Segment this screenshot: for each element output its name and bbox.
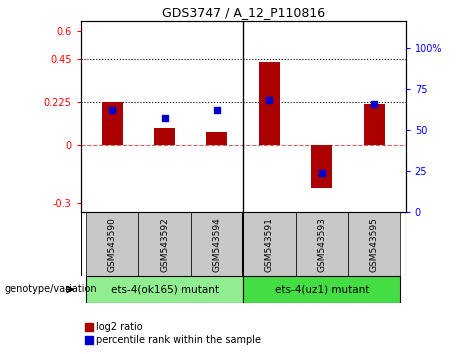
Text: GSM543593: GSM543593 <box>317 217 326 272</box>
Bar <box>243 276 401 303</box>
Legend: log2 ratio, percentile rank within the sample: log2 ratio, percentile rank within the s… <box>81 319 266 349</box>
Text: GSM543595: GSM543595 <box>370 217 379 272</box>
Point <box>161 116 168 121</box>
Text: GSM543592: GSM543592 <box>160 217 169 272</box>
Point <box>213 107 221 113</box>
Bar <box>154 128 175 145</box>
Point <box>108 107 116 113</box>
Point <box>371 101 378 107</box>
Bar <box>296 212 348 276</box>
Text: GSM543594: GSM543594 <box>213 217 221 272</box>
Text: GSM543591: GSM543591 <box>265 217 274 272</box>
Bar <box>138 212 191 276</box>
Text: GSM543590: GSM543590 <box>107 217 117 272</box>
Bar <box>259 62 280 145</box>
Text: ets-4(uz1) mutant: ets-4(uz1) mutant <box>275 284 369 295</box>
Point <box>266 97 273 103</box>
Bar <box>86 276 243 303</box>
Point <box>318 170 325 176</box>
Bar <box>243 212 296 276</box>
Text: genotype/variation: genotype/variation <box>5 284 97 295</box>
Title: GDS3747 / A_12_P110816: GDS3747 / A_12_P110816 <box>162 6 325 19</box>
Bar <box>86 212 138 276</box>
Bar <box>191 212 243 276</box>
Text: ets-4(ok165) mutant: ets-4(ok165) mutant <box>111 284 219 295</box>
Bar <box>348 212 401 276</box>
Bar <box>364 104 385 145</box>
Bar <box>311 145 332 188</box>
Bar <box>207 132 227 145</box>
Bar <box>101 102 123 145</box>
